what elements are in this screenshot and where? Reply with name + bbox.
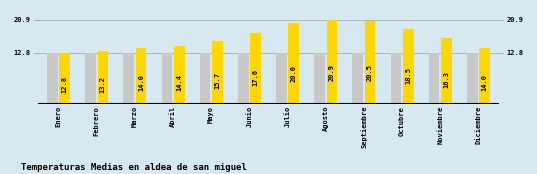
Text: 20.9: 20.9 [329, 64, 335, 81]
Bar [352, 53, 363, 104]
Bar [238, 53, 249, 104]
Bar [441, 38, 452, 104]
Bar [174, 46, 185, 104]
Text: 20.0: 20.0 [291, 65, 296, 82]
Bar [60, 53, 70, 104]
Bar [365, 21, 375, 104]
Text: 16.3: 16.3 [444, 71, 449, 88]
Bar [403, 29, 413, 104]
Bar [200, 53, 211, 104]
Text: 14.0: 14.0 [482, 74, 488, 91]
Bar [85, 53, 96, 104]
Text: 14.4: 14.4 [176, 74, 182, 91]
Bar [124, 53, 134, 104]
Bar [467, 53, 477, 104]
Bar [429, 53, 439, 104]
Bar [314, 53, 325, 104]
Text: Temperaturas Medias en aldea de san miguel: Temperaturas Medias en aldea de san migu… [21, 163, 247, 172]
Text: 17.6: 17.6 [252, 69, 258, 86]
Bar [212, 41, 223, 104]
Bar [276, 53, 287, 104]
Bar [136, 48, 147, 104]
Bar [479, 48, 490, 104]
Text: 18.5: 18.5 [405, 67, 411, 84]
Text: 14.0: 14.0 [138, 74, 144, 91]
Text: 13.2: 13.2 [100, 76, 106, 93]
Bar [326, 20, 337, 104]
Bar [98, 51, 108, 104]
Text: 20.5: 20.5 [367, 64, 373, 81]
Bar [250, 33, 261, 104]
Bar [288, 23, 299, 104]
Text: 15.7: 15.7 [214, 72, 220, 89]
Bar [162, 53, 172, 104]
Bar [390, 53, 401, 104]
Bar [47, 53, 58, 104]
Text: 12.8: 12.8 [62, 76, 68, 93]
